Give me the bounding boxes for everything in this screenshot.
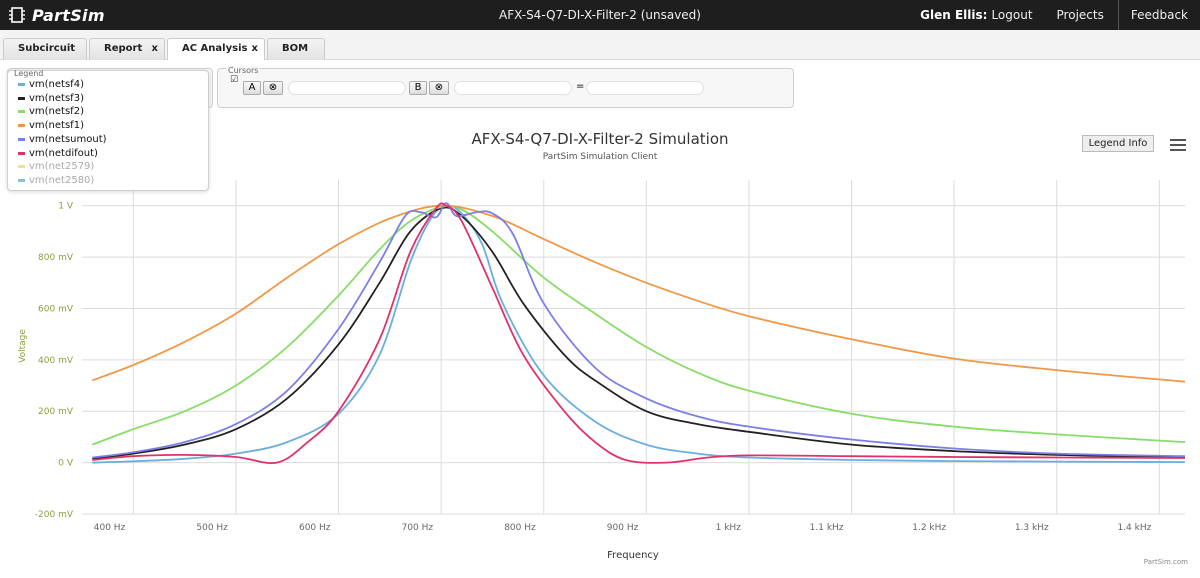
tab-label: Report [104, 43, 143, 54]
legend-swatch [18, 137, 25, 141]
x-tick-label: 500 Hz [196, 523, 228, 533]
app-logo[interactable]: PartSim [0, 6, 200, 25]
close-icon[interactable]: x [251, 43, 258, 54]
projects-link[interactable]: Projects [1056, 8, 1104, 22]
y-tick-label: -200 mV [35, 510, 74, 520]
series-line [92, 202, 1186, 465]
legend-item[interactable]: vm(netsf4) [18, 78, 84, 91]
series-line [92, 202, 1186, 459]
tab-subcircuit[interactable]: Subcircuit [3, 38, 87, 60]
tab-report[interactable]: Report x [89, 38, 165, 60]
cursors-title: Cursors [226, 66, 261, 75]
legend-swatch [18, 83, 25, 86]
chart-area: AFX-S4-Q7-DI-X-Filter-2 Simulation PartS… [0, 126, 1200, 578]
legend-item[interactable]: vm(net2580) [18, 174, 94, 187]
clear-cursor-a-icon[interactable]: ⊗ [263, 81, 283, 95]
partsim-credit: PartSim.com [1143, 558, 1188, 566]
x-tick-label: 1.3 kHz [1015, 523, 1049, 533]
x-tick-label: 800 Hz [504, 523, 536, 533]
legend-item[interactable]: vm(netsf2) [18, 105, 84, 118]
y-axis-label: Voltage [18, 329, 28, 363]
y-tick-label: 800 mV [38, 253, 74, 263]
legend-swatch [18, 178, 25, 182]
y-tick-label: 600 mV [38, 304, 74, 314]
x-tick-label: 1 kHz [716, 523, 742, 533]
cursor-a-value [288, 81, 406, 95]
legend-label: vm(net2579) [29, 161, 95, 173]
legend-item[interactable]: vm(netsf3) [18, 92, 84, 105]
x-tick-label: 600 Hz [299, 523, 331, 533]
tab-bom[interactable]: BOM [267, 38, 325, 60]
x-axis-label: Frequency [607, 550, 659, 561]
series-line [91, 204, 1186, 446]
logout-link[interactable]: Logout [991, 8, 1033, 22]
tab-label: Subcircuit [18, 43, 76, 54]
top-bar: PartSim AFX-S4-Q7-DI-X-Filter-2 (unsaved… [0, 0, 1200, 30]
plot-svg: -200 mV 0 V 200 mV 400 mV 600 mV 800 mV 1 V 40… [18, 180, 1186, 561]
feedback-link[interactable]: Feedback [1130, 8, 1188, 22]
legend-label: vm(netdifout) [29, 147, 98, 159]
user-name: Glen Ellis: [920, 8, 988, 22]
tab-label: BOM [282, 43, 309, 54]
tab-ac-analysis[interactable]: AC Analysis x [167, 38, 265, 61]
legend-swatch [18, 124, 25, 128]
series-line [91, 204, 1186, 383]
close-icon[interactable]: x [151, 43, 158, 54]
y-tick-label: 1 V [58, 202, 74, 212]
tab-bar: Subcircuit Report x AC Analysis x BOM [0, 30, 1200, 61]
x-tick-label: 400 Hz [94, 523, 126, 533]
cursor-b-button[interactable]: B [409, 81, 427, 95]
legend-label: vm(netsf1) [29, 120, 84, 132]
y-tick-label: 0 V [58, 459, 74, 469]
equals-sign: = [576, 81, 585, 92]
y-tick-label: 200 mV [38, 407, 74, 417]
x-tick-label: 700 Hz [402, 523, 434, 533]
chip-icon [9, 7, 25, 23]
series-line [92, 206, 1186, 460]
cursors-fieldset: Cursors ☑ A ⊗ B ⊗ = [217, 66, 794, 108]
series-line [92, 204, 1186, 464]
chart-title: AFX-S4-Q7-DI-X-Filter-2 Simulation [471, 130, 729, 148]
legend-title: Legend [14, 69, 44, 78]
legend-info-button[interactable]: Legend Info [1082, 135, 1154, 152]
chart-subtitle: PartSim Simulation Client [542, 152, 658, 162]
hamburger-icon[interactable] [1168, 136, 1188, 152]
legend-label: vm(net2580) [29, 174, 95, 186]
header-links: Glen Ellis: Logout Projects Feedback [920, 0, 1200, 30]
legend-label: vm(netsf2) [29, 106, 84, 118]
y-tick-label: 400 mV [38, 356, 74, 366]
clear-cursor-b-icon[interactable]: ⊗ [429, 81, 449, 95]
x-tick-label: 1.4 kHz [1117, 523, 1151, 533]
legend-label: vm(netsumout) [29, 133, 107, 145]
legend-item[interactable]: vm(net2579) [18, 160, 94, 173]
cursor-a-button[interactable]: A [243, 81, 261, 95]
legend-swatch [18, 151, 25, 155]
app-name: PartSim [32, 5, 105, 25]
x-tick-label: 1.2 kHz [912, 523, 946, 533]
cursor-b-value [454, 81, 572, 95]
x-tick-label: 1.1 kHz [810, 523, 844, 533]
legend-swatch [18, 96, 25, 100]
legend-swatch [18, 165, 25, 169]
legend-swatch [18, 110, 25, 114]
cursor-checkbox[interactable]: ☑ [230, 75, 239, 85]
cursor-diff-value [586, 81, 704, 95]
legend-item[interactable]: vm(netsumout) [18, 133, 107, 146]
x-tick-label: 900 Hz [607, 523, 639, 533]
legend-popup: Legend vm(netsf4) vm(netsf3) vm(netsf2) vm(… [7, 69, 209, 191]
legend-label: vm(netsf4) [29, 79, 84, 90]
legend-item[interactable]: vm(netdifout) [18, 147, 98, 160]
legend-label: vm(netsf3) [29, 92, 84, 104]
legend-item[interactable]: vm(netsf1) [18, 119, 84, 132]
tab-label: AC Analysis [182, 43, 248, 54]
header-divider [1117, 0, 1119, 30]
